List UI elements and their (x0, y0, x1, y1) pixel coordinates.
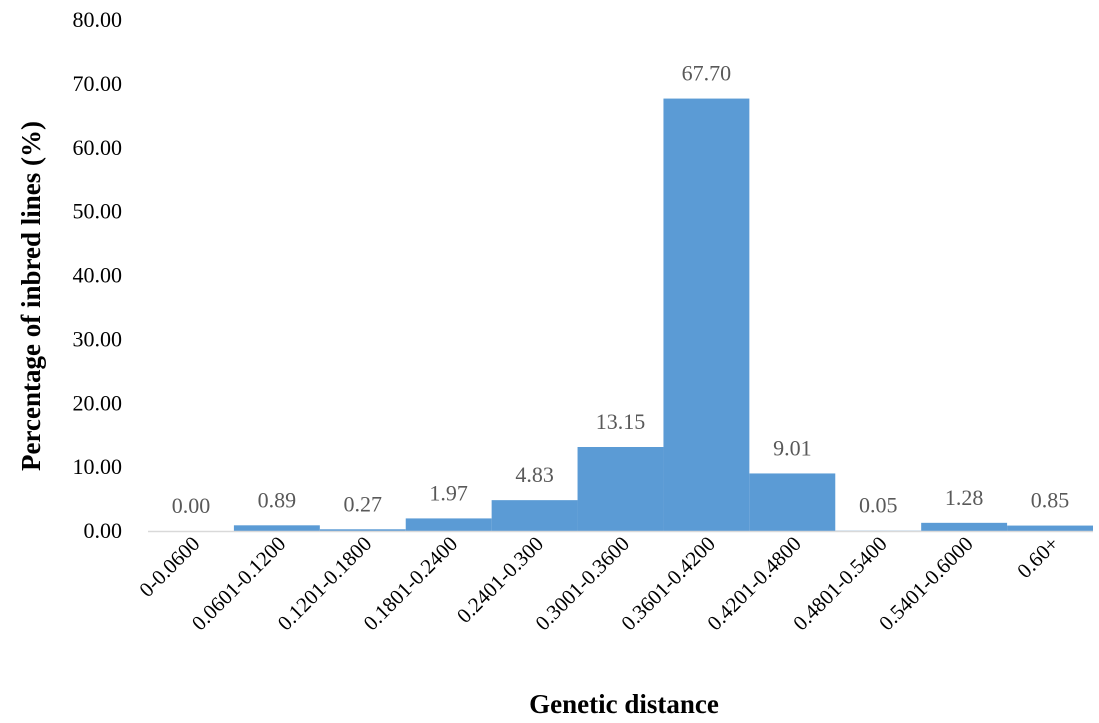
y-axis-ticks: 0.00 10.00 20.00 30.00 40.00 50.00 60.00 70.00 8… (73, 7, 123, 543)
y-tick-label: 0.00 (84, 518, 123, 543)
x-axis-title: Genetic distance (529, 689, 719, 719)
data-label: 13.15 (596, 409, 646, 434)
bar (405, 518, 492, 531)
data-label: 9.01 (773, 435, 812, 460)
x-axis-ticks: 0-0.06000.0601-0.12000.1201-0.18000.1801… (134, 532, 1063, 636)
y-tick-label: 40.00 (73, 263, 123, 288)
data-label: 67.70 (682, 61, 732, 86)
data-label: 0.00 (172, 493, 211, 518)
data-label: 0.05 (859, 493, 898, 518)
y-tick-label: 50.00 (73, 199, 123, 224)
bar (491, 500, 578, 531)
data-label: 0.27 (344, 491, 383, 516)
bar (921, 522, 1008, 531)
x-tick-label: 0.2401-0.300 (452, 532, 548, 628)
data-label: 4.83 (515, 462, 554, 487)
x-tick-label: 0-0.0600 (134, 532, 204, 602)
data-label: 1.28 (945, 485, 984, 510)
data-label: 0.89 (258, 487, 297, 512)
bar (577, 447, 664, 531)
y-tick-label: 20.00 (73, 390, 123, 415)
y-tick-label: 10.00 (73, 454, 123, 479)
bar (319, 529, 406, 531)
y-tick-label: 70.00 (73, 71, 123, 96)
y-axis-title: Percentage of inbred lines (%) (16, 121, 46, 471)
data-label: 1.97 (429, 480, 468, 505)
x-tick-label: 0.60+ (1012, 532, 1063, 583)
y-tick-label: 60.00 (73, 135, 123, 160)
y-tick-label: 30.00 (73, 326, 123, 351)
bar (1007, 525, 1093, 531)
bars (233, 98, 1093, 531)
data-labels: 0.00 0.89 0.27 1.97 4.83 13.15 67.70 9.01 0.05 1.… (172, 61, 1070, 518)
bar (233, 525, 320, 531)
y-tick-label: 80.00 (73, 7, 123, 32)
data-label: 0.85 (1031, 488, 1070, 513)
bar (749, 473, 836, 531)
bar (663, 98, 750, 531)
